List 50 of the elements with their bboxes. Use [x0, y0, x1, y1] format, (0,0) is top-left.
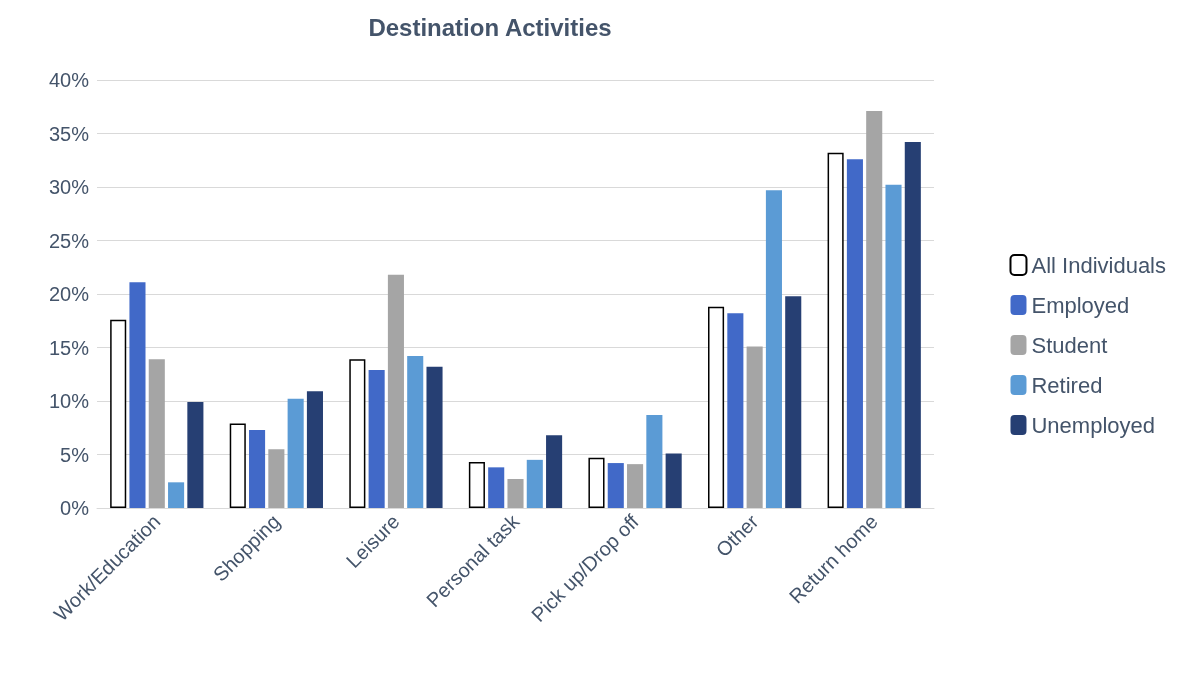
bar	[827, 152, 844, 508]
bar	[507, 479, 524, 508]
bar	[885, 184, 902, 508]
bar	[746, 346, 763, 508]
bar	[407, 356, 424, 508]
bar	[229, 423, 246, 508]
chart-title: Destination Activities	[368, 13, 612, 41]
bar	[306, 391, 323, 508]
y-tick-label: 10%	[48, 390, 90, 412]
bar	[349, 359, 366, 508]
bar	[708, 306, 725, 508]
bar	[904, 142, 921, 508]
legend-label: Retired	[1031, 372, 1103, 398]
bar	[665, 453, 682, 508]
bar	[646, 414, 663, 508]
bar	[129, 282, 146, 508]
legend-label: Employed	[1031, 292, 1130, 318]
bar	[727, 313, 744, 508]
bar	[785, 296, 802, 508]
bar	[368, 369, 385, 508]
y-tick-label: 25%	[48, 229, 90, 252]
bar	[426, 366, 443, 508]
legend-label: Unemployed	[1031, 412, 1155, 438]
y-tick-label: 20%	[48, 283, 90, 305]
bar	[168, 482, 185, 508]
y-tick-label: 5%	[60, 443, 90, 466]
legend-label: All Individuals	[1031, 252, 1166, 278]
y-tick-label: 40%	[48, 69, 90, 91]
bar	[387, 274, 404, 508]
bar	[526, 459, 543, 508]
y-tick-label: 15%	[48, 336, 90, 359]
y-tick-label: 0%	[60, 497, 90, 519]
bar	[187, 402, 204, 508]
legend-label: Student	[1031, 332, 1108, 358]
bar	[468, 461, 485, 508]
y-tick-label: 30%	[48, 176, 90, 198]
y-tick-label: 35%	[48, 122, 90, 145]
bar	[588, 457, 605, 508]
bar	[846, 159, 863, 508]
bar	[148, 359, 165, 508]
bar	[866, 111, 883, 508]
bar	[546, 435, 563, 508]
bar	[268, 449, 285, 508]
bar	[607, 463, 624, 508]
bar	[249, 429, 266, 508]
bar	[627, 464, 644, 508]
bar	[488, 467, 505, 508]
bar	[287, 398, 304, 508]
bar	[765, 190, 782, 508]
bar	[110, 319, 127, 508]
